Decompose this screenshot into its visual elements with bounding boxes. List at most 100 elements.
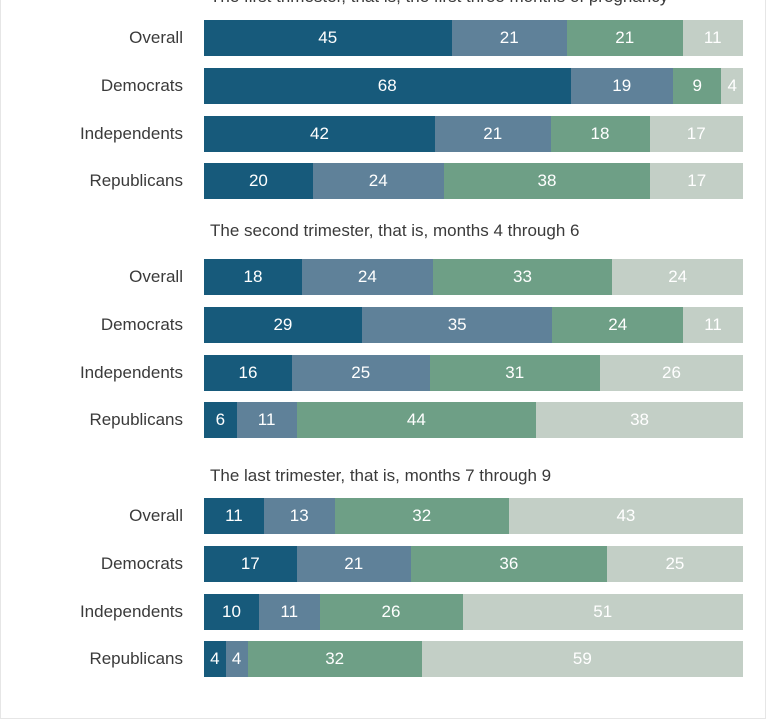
row-label: Republicans (89, 410, 183, 429)
bar-segment (204, 307, 362, 343)
bar-segment (247, 641, 422, 677)
bar-segment (204, 116, 435, 152)
data-label: 11 (257, 410, 276, 429)
data-label: 9 (692, 76, 702, 95)
bar-segment (570, 68, 673, 104)
bar-segment (508, 498, 743, 534)
data-label: 21 (499, 28, 519, 47)
data-label: 32 (325, 649, 345, 668)
data-label: 21 (615, 28, 635, 47)
data-label: 11 (703, 28, 722, 47)
data-label: 21 (483, 124, 503, 143)
data-label: 45 (318, 28, 338, 47)
panel-title: The second trimester, that is, months 4 … (210, 221, 580, 240)
data-label: 4 (727, 76, 737, 95)
data-label: 25 (351, 363, 371, 382)
data-label: 24 (608, 315, 628, 334)
data-label: 4 (210, 649, 220, 668)
bar-segment (259, 594, 320, 630)
row-label: Republicans (89, 171, 183, 190)
data-label: 4 (231, 649, 242, 668)
data-label: 17 (687, 171, 707, 190)
data-label: 29 (273, 315, 293, 334)
panel-title: The first trimester, that is, the first … (210, 0, 668, 7)
data-label: 18 (590, 124, 610, 143)
data-label: 11 (704, 315, 722, 334)
bar-segment (204, 355, 292, 391)
bar-segment (567, 20, 683, 56)
bar-segment (204, 594, 259, 630)
data-label: 26 (662, 363, 681, 382)
data-label: 18 (243, 267, 263, 286)
bar-segment (600, 355, 743, 391)
data-label: 25 (665, 554, 685, 573)
data-label: 17 (240, 554, 260, 573)
bar-segment (292, 355, 430, 391)
data-label: 44 (406, 410, 426, 429)
bar-segment (649, 116, 743, 152)
bar-segment (204, 641, 226, 677)
panel-title: The last trimester, that is, months 7 th… (210, 466, 552, 485)
data-label: 59 (572, 649, 592, 668)
data-label: 43 (616, 506, 636, 525)
row-label: Overall (129, 28, 183, 47)
row-label: Independents (79, 124, 183, 143)
bar-segment (451, 20, 567, 56)
data-label: 24 (668, 267, 688, 286)
bar-segment (302, 259, 433, 295)
bar-segment (236, 402, 297, 438)
bar-segment (204, 498, 264, 534)
data-label: 32 (412, 506, 432, 525)
bar-segment (334, 498, 509, 534)
row-label: Independents (79, 363, 183, 382)
data-label: 38 (630, 410, 649, 429)
bar-segment (672, 68, 722, 104)
row-label: Democrats (100, 554, 183, 573)
data-label: 36 (499, 554, 519, 573)
data-label: 68 (377, 76, 397, 95)
data-label: 13 (289, 506, 309, 525)
data-label: 17 (686, 124, 706, 143)
data-label: 26 (381, 602, 401, 621)
bar-segment (606, 546, 743, 582)
bar-segment (432, 259, 613, 295)
data-label: 33 (513, 267, 532, 286)
bar-segment (650, 163, 743, 199)
row-label: Democrats (100, 76, 183, 95)
data-label: 31 (505, 363, 525, 382)
bar-segment (683, 307, 743, 343)
data-label: 24 (368, 171, 388, 190)
bar-segment (361, 307, 553, 343)
bar-segment (312, 163, 444, 199)
bar-segment (225, 641, 248, 677)
data-label: 24 (357, 267, 377, 286)
bar-segment (435, 116, 551, 152)
bar-segment (204, 68, 571, 104)
data-label: 16 (238, 363, 258, 382)
bar-segment (296, 402, 537, 438)
data-label: 42 (310, 124, 329, 143)
row-label: Overall (129, 506, 183, 525)
bar-segment (204, 20, 452, 56)
bar-segment (204, 402, 237, 438)
bar-segment (296, 546, 411, 582)
bar-segment (204, 259, 302, 295)
data-label: 21 (344, 554, 364, 573)
data-label: 38 (537, 171, 557, 190)
data-label: 20 (248, 171, 268, 190)
bar-segment (443, 163, 651, 199)
bar-segment (204, 546, 297, 582)
bar-segment (319, 594, 463, 630)
data-label: 51 (593, 602, 613, 621)
data-label: 11 (225, 506, 243, 525)
bar-segment (550, 116, 650, 152)
bar-segment (552, 307, 684, 343)
bar-segment (204, 163, 313, 199)
bar-segment (429, 355, 600, 391)
data-label: 35 (447, 315, 467, 334)
data-label: 6 (215, 410, 226, 429)
bar-segment (612, 259, 743, 295)
row-label: Overall (129, 267, 183, 286)
data-label: 10 (222, 602, 241, 621)
